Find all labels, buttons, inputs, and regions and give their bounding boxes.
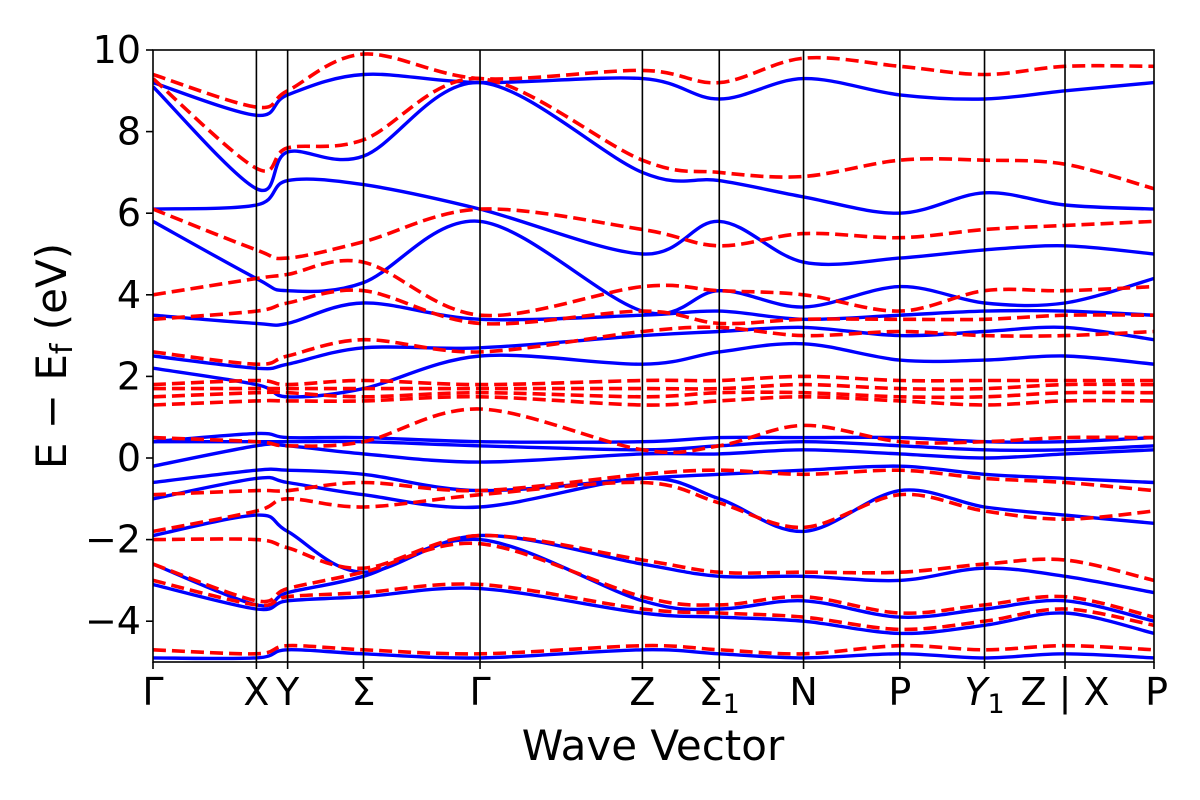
solid-band-12 bbox=[153, 219, 1154, 316]
dashed-band-10 bbox=[153, 374, 1154, 387]
x-tick-label-2: Y bbox=[275, 670, 300, 714]
solid-band-13 bbox=[153, 177, 1154, 267]
x-tick-label-9: Y1 bbox=[964, 670, 1004, 720]
x-tick-label-8: P bbox=[888, 670, 911, 714]
band-lines bbox=[153, 52, 1154, 661]
x-tick-label-6: Σ1 bbox=[699, 670, 740, 720]
solid-band-2 bbox=[153, 537, 1154, 623]
y-axis-label: E − Ef (eV) bbox=[27, 243, 80, 469]
y-axis-label-unit: (eV) bbox=[27, 243, 76, 344]
x-tick-label-7: N bbox=[789, 670, 817, 714]
plot-frame bbox=[152, 49, 1155, 663]
y-tick-label-6: 8 bbox=[117, 110, 141, 154]
solid-band-1 bbox=[153, 582, 1154, 636]
x-tick-label-10: Z | X bbox=[1020, 670, 1109, 715]
y-tick-label-5: 6 bbox=[117, 191, 141, 235]
x-tick-label-5: Z bbox=[629, 670, 655, 714]
solid-band-5 bbox=[153, 464, 1154, 493]
dashed-band-13 bbox=[153, 258, 1154, 318]
y-axis: −4 −2 0 2 4 6 8 10 bbox=[85, 28, 153, 643]
x-tick-label-3: Σ bbox=[352, 670, 376, 714]
x-axis-label: Wave Vector bbox=[522, 721, 785, 770]
x-tick-label-1: X bbox=[243, 670, 269, 714]
y-tick-label-2: 0 bbox=[117, 436, 141, 480]
solid-band-4 bbox=[153, 475, 1154, 534]
y-tick-label-4: 4 bbox=[117, 273, 141, 317]
dashed-band-9 bbox=[153, 382, 1154, 391]
x-tick-label-0: Γ bbox=[142, 670, 163, 714]
dashed-band-15 bbox=[153, 76, 1154, 191]
solid-band-0 bbox=[153, 648, 1154, 661]
dashed-band-4 bbox=[153, 480, 1154, 534]
x-axis: Γ X Y Σ Γ Z Σ1 N P Y1 Z | X P bbox=[142, 662, 1168, 720]
x-tick-label-4: Γ bbox=[469, 670, 490, 714]
dashed-band-14 bbox=[153, 207, 1154, 261]
y-axis-label-sub: f bbox=[45, 342, 80, 354]
y-tick-label-7: 10 bbox=[93, 28, 141, 72]
high-symmetry-lines bbox=[255, 50, 1066, 662]
y-tick-label-1: −2 bbox=[85, 518, 141, 562]
y-tick-label-3: 2 bbox=[117, 354, 141, 398]
solid-band-6 bbox=[153, 442, 1154, 468]
x-tick-label-11: P bbox=[1145, 670, 1168, 714]
y-axis-label-main: E − E bbox=[27, 354, 76, 469]
y-tick-label-0: −4 bbox=[85, 599, 141, 643]
